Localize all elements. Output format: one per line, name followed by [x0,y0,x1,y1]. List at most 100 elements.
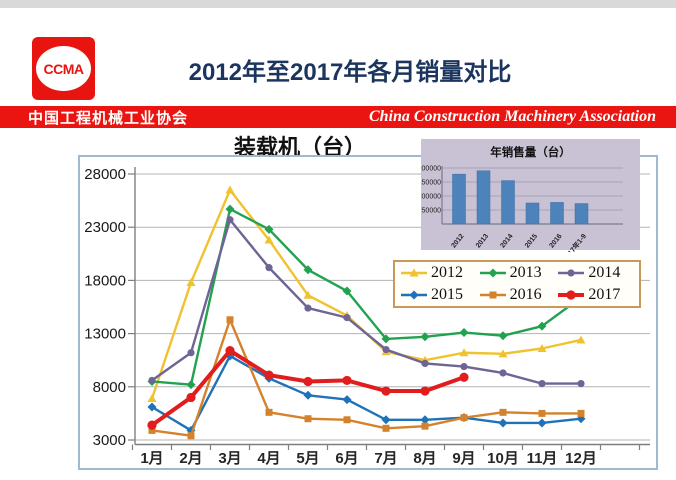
marker [225,185,235,194]
marker [537,343,547,352]
banner-chinese-name: 中国工程机械工业协会 [28,109,189,127]
inset-y-tick-label: 50000 [422,208,442,215]
marker [303,390,313,400]
marker [538,409,546,417]
inset-bar-2017年1-9 [574,203,589,225]
legend: 2012 2013 2014 2015 2016 2017 [393,260,641,308]
inset-y-tick-label: 150000 [421,180,441,187]
banner-english-name: China Construction Machinery Association [368,108,656,125]
marker [577,409,585,417]
legend-item-2015: 2015 [399,286,478,304]
marker [147,402,157,412]
marker [226,316,234,324]
marker [186,392,196,403]
legend-label: 2014 [588,264,621,281]
marker [226,216,234,224]
marker [459,348,469,357]
marker [303,265,313,275]
inset-x-tick-label: 2013 [475,233,490,250]
marker [498,349,508,358]
series-line-2016 [150,318,583,437]
y-tick-label: 23000 [84,219,126,236]
legend-label: 2013 [509,264,542,281]
marker [381,386,391,396]
x-tick-label: 7月 [374,450,397,467]
marker [342,375,352,386]
inset-x-tick-label: 2012 [450,233,465,250]
marker [225,204,235,214]
series-line-2014 [150,218,583,385]
marker [421,359,429,367]
logo-text: CCMA [43,60,85,77]
y-tick-label: 3000 [93,432,126,449]
y-tick-label: 8000 [93,379,126,396]
marker [567,269,575,277]
marker [381,415,391,425]
marker [304,304,312,312]
marker [225,346,235,356]
inset-y-tick-label: 100000 [421,194,441,201]
x-tick-label: 12月 [565,450,597,467]
legend-swatch-2017 [558,290,585,300]
inset-bar-2013 [476,170,491,225]
legend-item-2016: 2016 [478,286,557,304]
marker [264,235,274,244]
marker [343,416,351,424]
ccma-logo: CCMA [32,37,95,100]
marker [265,408,273,416]
marker [498,418,508,428]
inset-x-tick-label: 2014 [499,233,514,250]
inset-x-tick-label: 2016 [548,233,563,250]
inset-bar-2015 [525,202,540,225]
x-tick-label: 5月 [296,450,319,467]
marker [421,422,429,430]
marker [460,362,468,371]
marker [576,335,586,344]
logo-ellipse: CCMA [36,46,91,91]
top-strip [0,0,676,8]
x-tick-label: 3月 [218,450,241,467]
page-title: 2012年至2017年各月销量对比 [188,59,512,86]
marker [382,345,390,354]
marker [460,414,468,422]
marker [342,395,352,405]
inset-chart-title: 年销售量（台） [490,147,571,159]
y-tick-label: 13000 [84,326,126,343]
x-tick-label: 8月 [413,450,436,467]
inset-x-tick-label: 2015 [524,233,539,250]
inset-bar-2014 [501,180,515,225]
marker [498,331,508,341]
marker [537,321,547,331]
association-banner: 中国工程机械工业协会 China Construction Machinery … [0,106,676,128]
series-line-2015 [150,354,583,432]
marker [420,332,430,342]
legend-swatch-2013 [479,268,506,278]
legend-label: 2015 [431,286,463,303]
marker [488,268,498,278]
legend-item-2014: 2014 [556,264,635,282]
legend-item-2012: 2012 [399,264,478,282]
marker [382,424,390,432]
marker [499,408,507,416]
marker [265,264,273,272]
legend-item-2017: 2017 [556,286,635,304]
marker [264,224,274,234]
marker [147,394,157,403]
x-tick-label: 11月 [527,450,558,467]
legend-label: 2012 [431,264,463,281]
marker [343,314,351,322]
inset-bar-2016 [550,202,564,225]
y-tick-label: 18000 [84,272,126,289]
y-tick-label: 28000 [84,166,126,183]
marker [381,334,391,344]
marker [148,376,156,385]
marker [566,290,576,300]
marker [303,290,313,299]
marker [409,268,419,277]
marker [459,328,469,338]
legend-swatch-2016 [479,291,506,299]
x-tick-label: 9月 [452,450,475,467]
inset-bar-chart-svg: 200000 150000 100000 50000 2012 2013 2014 2015 2… [418,166,623,263]
marker [303,376,313,387]
